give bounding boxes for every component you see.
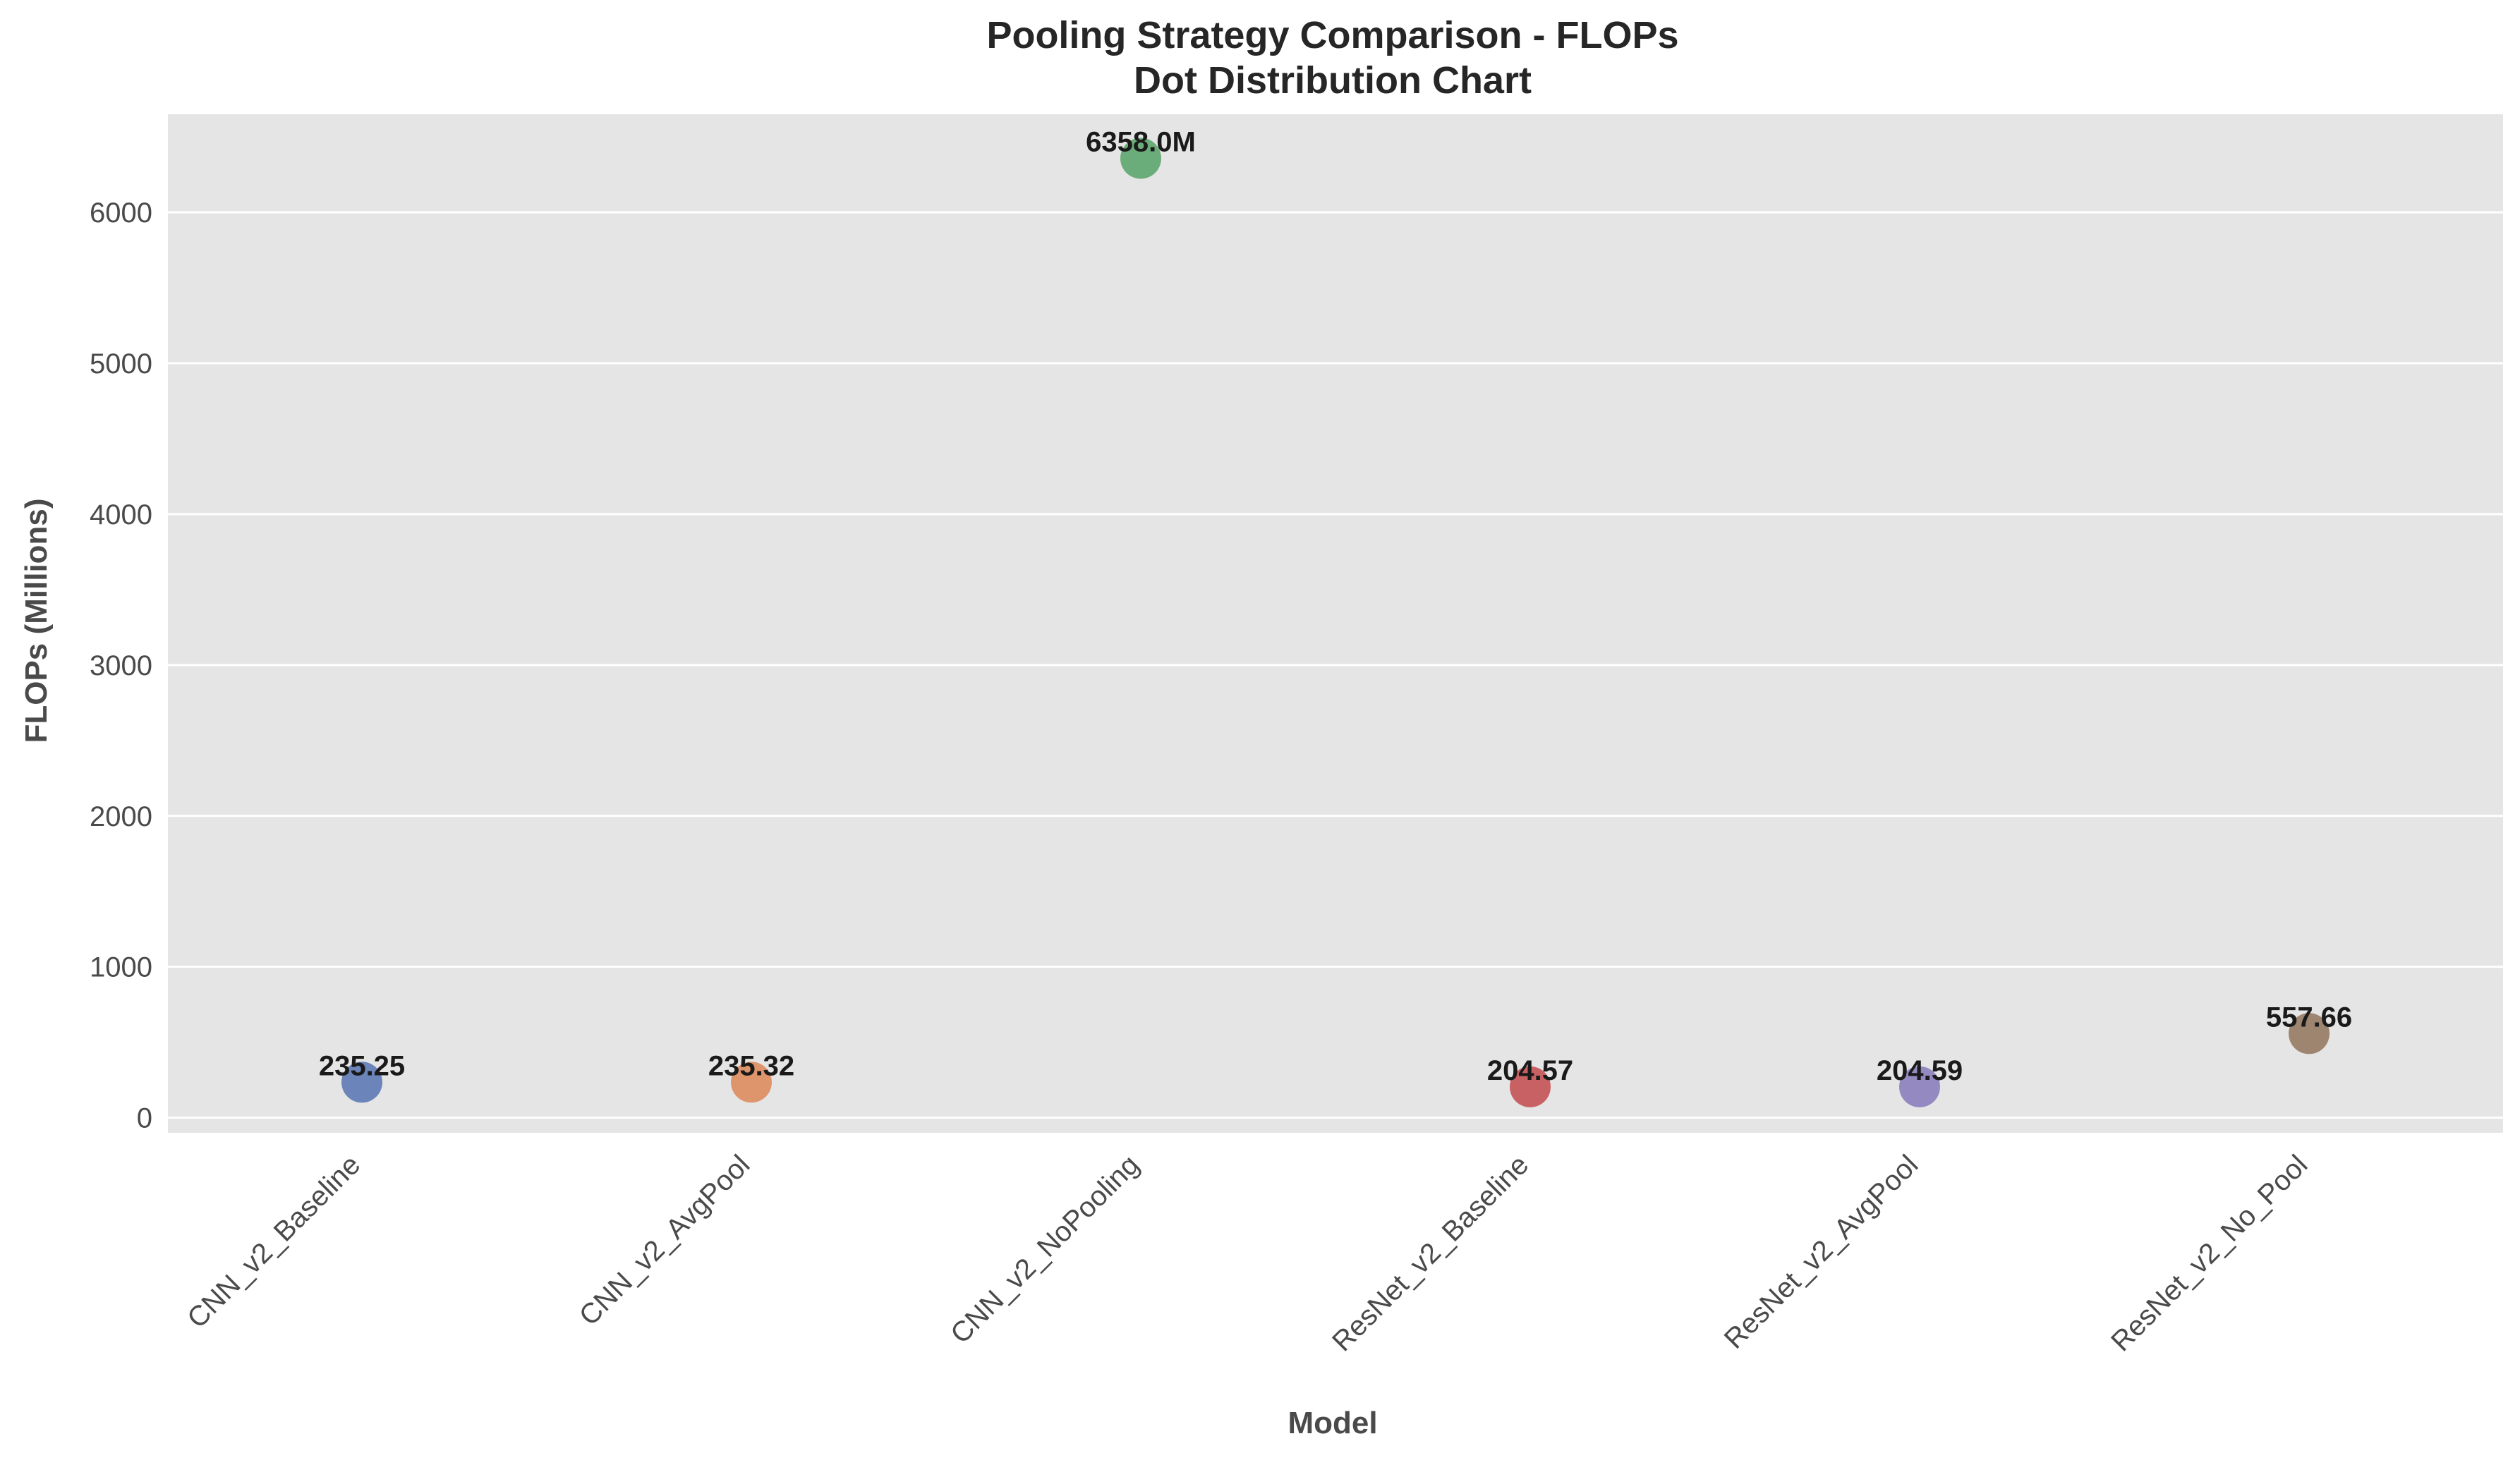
data-label: 204.57	[1487, 1055, 1573, 1086]
data-point	[1510, 1066, 1551, 1107]
plot-area	[168, 114, 2503, 1133]
y-tick-label: 2000	[90, 801, 152, 832]
data-point	[1899, 1066, 1940, 1107]
y-tick-label: 0	[137, 1103, 152, 1134]
y-axis-ticks: 0 1000 2000 3000 4000 5000 6000	[90, 197, 152, 1134]
x-tick-label: CNN_v2_AvgPool	[574, 1149, 756, 1332]
data-label: 235.25	[319, 1050, 405, 1081]
gridlines	[168, 211, 2503, 1119]
chart-title: Pooling Strategy Comparison - FLOPs	[986, 14, 1678, 56]
y-tick-label: 3000	[90, 650, 152, 681]
y-tick-label: 1000	[90, 952, 152, 983]
data-point	[341, 1062, 382, 1103]
y-tick-label: 6000	[90, 197, 152, 229]
x-axis-ticks: CNN_v2_Baseline CNN_v2_AvgPool CNN_v2_NoPo…	[181, 1149, 2313, 1357]
y-tick-label: 4000	[90, 499, 152, 530]
x-tick-label: ResNet_v2_No_Pool	[2105, 1149, 2313, 1357]
data-points	[341, 138, 2330, 1107]
y-axis-label: FLOPs (Millions)	[19, 498, 54, 743]
data-label: 557.66	[2266, 1002, 2352, 1033]
data-point	[2289, 1013, 2330, 1054]
data-point	[1120, 138, 1161, 179]
x-axis-label: Model	[1288, 1406, 1377, 1440]
y-tick-label: 5000	[90, 348, 152, 379]
data-labels: 235.25 235.32 6358.0M 204.57 204.59 557.66	[319, 126, 2352, 1086]
x-tick-label: ResNet_v2_AvgPool	[1719, 1149, 1925, 1355]
data-label: 6358.0M	[1086, 126, 1196, 157]
chart-subtitle: Dot Distribution Chart	[1134, 59, 1532, 102]
x-tick-label: CNN_v2_NoPooling	[945, 1149, 1145, 1349]
data-point	[731, 1062, 772, 1103]
x-tick-label: ResNet_v2_Baseline	[1326, 1149, 1534, 1357]
data-label: 204.59	[1877, 1055, 1963, 1086]
data-label: 235.32	[708, 1050, 794, 1081]
x-tick-label: CNN_v2_Baseline	[181, 1149, 366, 1334]
